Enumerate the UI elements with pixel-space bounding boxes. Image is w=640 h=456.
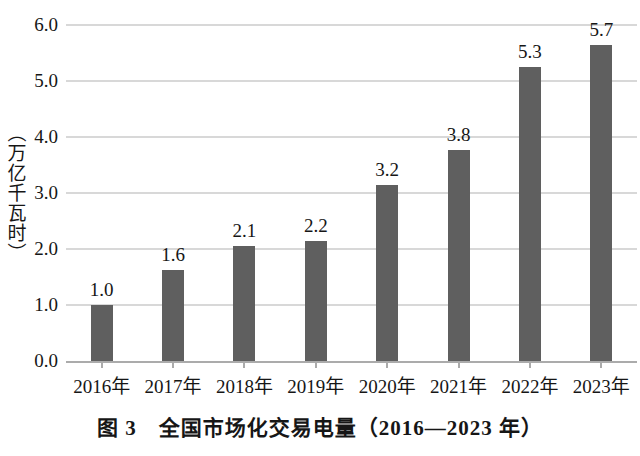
x-tick-label: 2022年	[501, 371, 558, 398]
gridline-3.0	[66, 192, 637, 194]
gridline-1.0	[66, 304, 637, 306]
bar-value-label: 2.1	[233, 220, 257, 241]
x-tick-mark	[600, 363, 602, 368]
x-tick-label: 2018年	[216, 371, 273, 398]
x-tick-mark	[386, 363, 388, 368]
bar-value-label: 3.8	[447, 124, 471, 145]
x-tick-label: 2023年	[573, 371, 630, 398]
bar-2019年	[305, 241, 327, 361]
bar-2016年	[91, 305, 113, 361]
bar-value-label: 5.7	[589, 19, 613, 40]
x-tick-mark	[458, 363, 460, 368]
bar-value-label: 3.2	[375, 159, 399, 180]
x-tick-mark	[315, 363, 317, 368]
x-tick-label: 2020年	[359, 371, 416, 398]
bar-2017年	[162, 270, 184, 361]
x-tick-label: 2017年	[145, 371, 202, 398]
y-tick-label: 6.0	[0, 14, 58, 36]
x-tick-label: 2021年	[430, 371, 487, 398]
y-tick-label: 3.0	[0, 182, 58, 204]
gridline-2.0	[66, 248, 637, 250]
gridline-5.0	[66, 80, 637, 82]
x-tick-mark	[529, 363, 531, 368]
x-tick-mark	[101, 363, 103, 368]
gridline-6.0	[66, 24, 637, 26]
bar-2020年	[376, 185, 398, 361]
bar-2021年	[448, 150, 470, 361]
x-tick-label: 2016年	[73, 371, 130, 398]
bar-value-label: 5.3	[518, 41, 542, 62]
bar-2022年	[519, 67, 541, 361]
bar-value-label: 1.6	[161, 244, 185, 265]
gridline-4.0	[66, 136, 637, 138]
figure-caption: 图 3 全国市场化交易电量（2016—2023 年）	[0, 411, 640, 441]
y-tick-label: 1.0	[0, 294, 58, 316]
x-tick-label: 2019年	[287, 371, 344, 398]
plot-area: 1.01.62.12.23.23.85.35.7	[66, 25, 637, 363]
y-axis: 0.01.02.03.04.05.06.0	[0, 25, 58, 361]
x-tick-mark	[243, 363, 245, 368]
y-tick-label: 4.0	[0, 126, 58, 148]
y-tick-label: 2.0	[0, 238, 58, 260]
bar-2018年	[233, 246, 255, 361]
bar-value-label: 1.0	[90, 279, 114, 300]
y-tick-label: 5.0	[0, 70, 58, 92]
bar-value-label: 2.2	[304, 215, 328, 236]
y-tick-label: 0.0	[0, 350, 58, 372]
figure-container: （万亿千瓦时） 0.01.02.03.04.05.06.0 1.01.62.12…	[0, 0, 640, 456]
x-tick-mark	[172, 363, 174, 368]
bar-2023年	[590, 45, 612, 361]
x-axis: 2016年 2017年 2018年 2019年 2020年 2021年 2022年 2023年	[66, 363, 637, 403]
